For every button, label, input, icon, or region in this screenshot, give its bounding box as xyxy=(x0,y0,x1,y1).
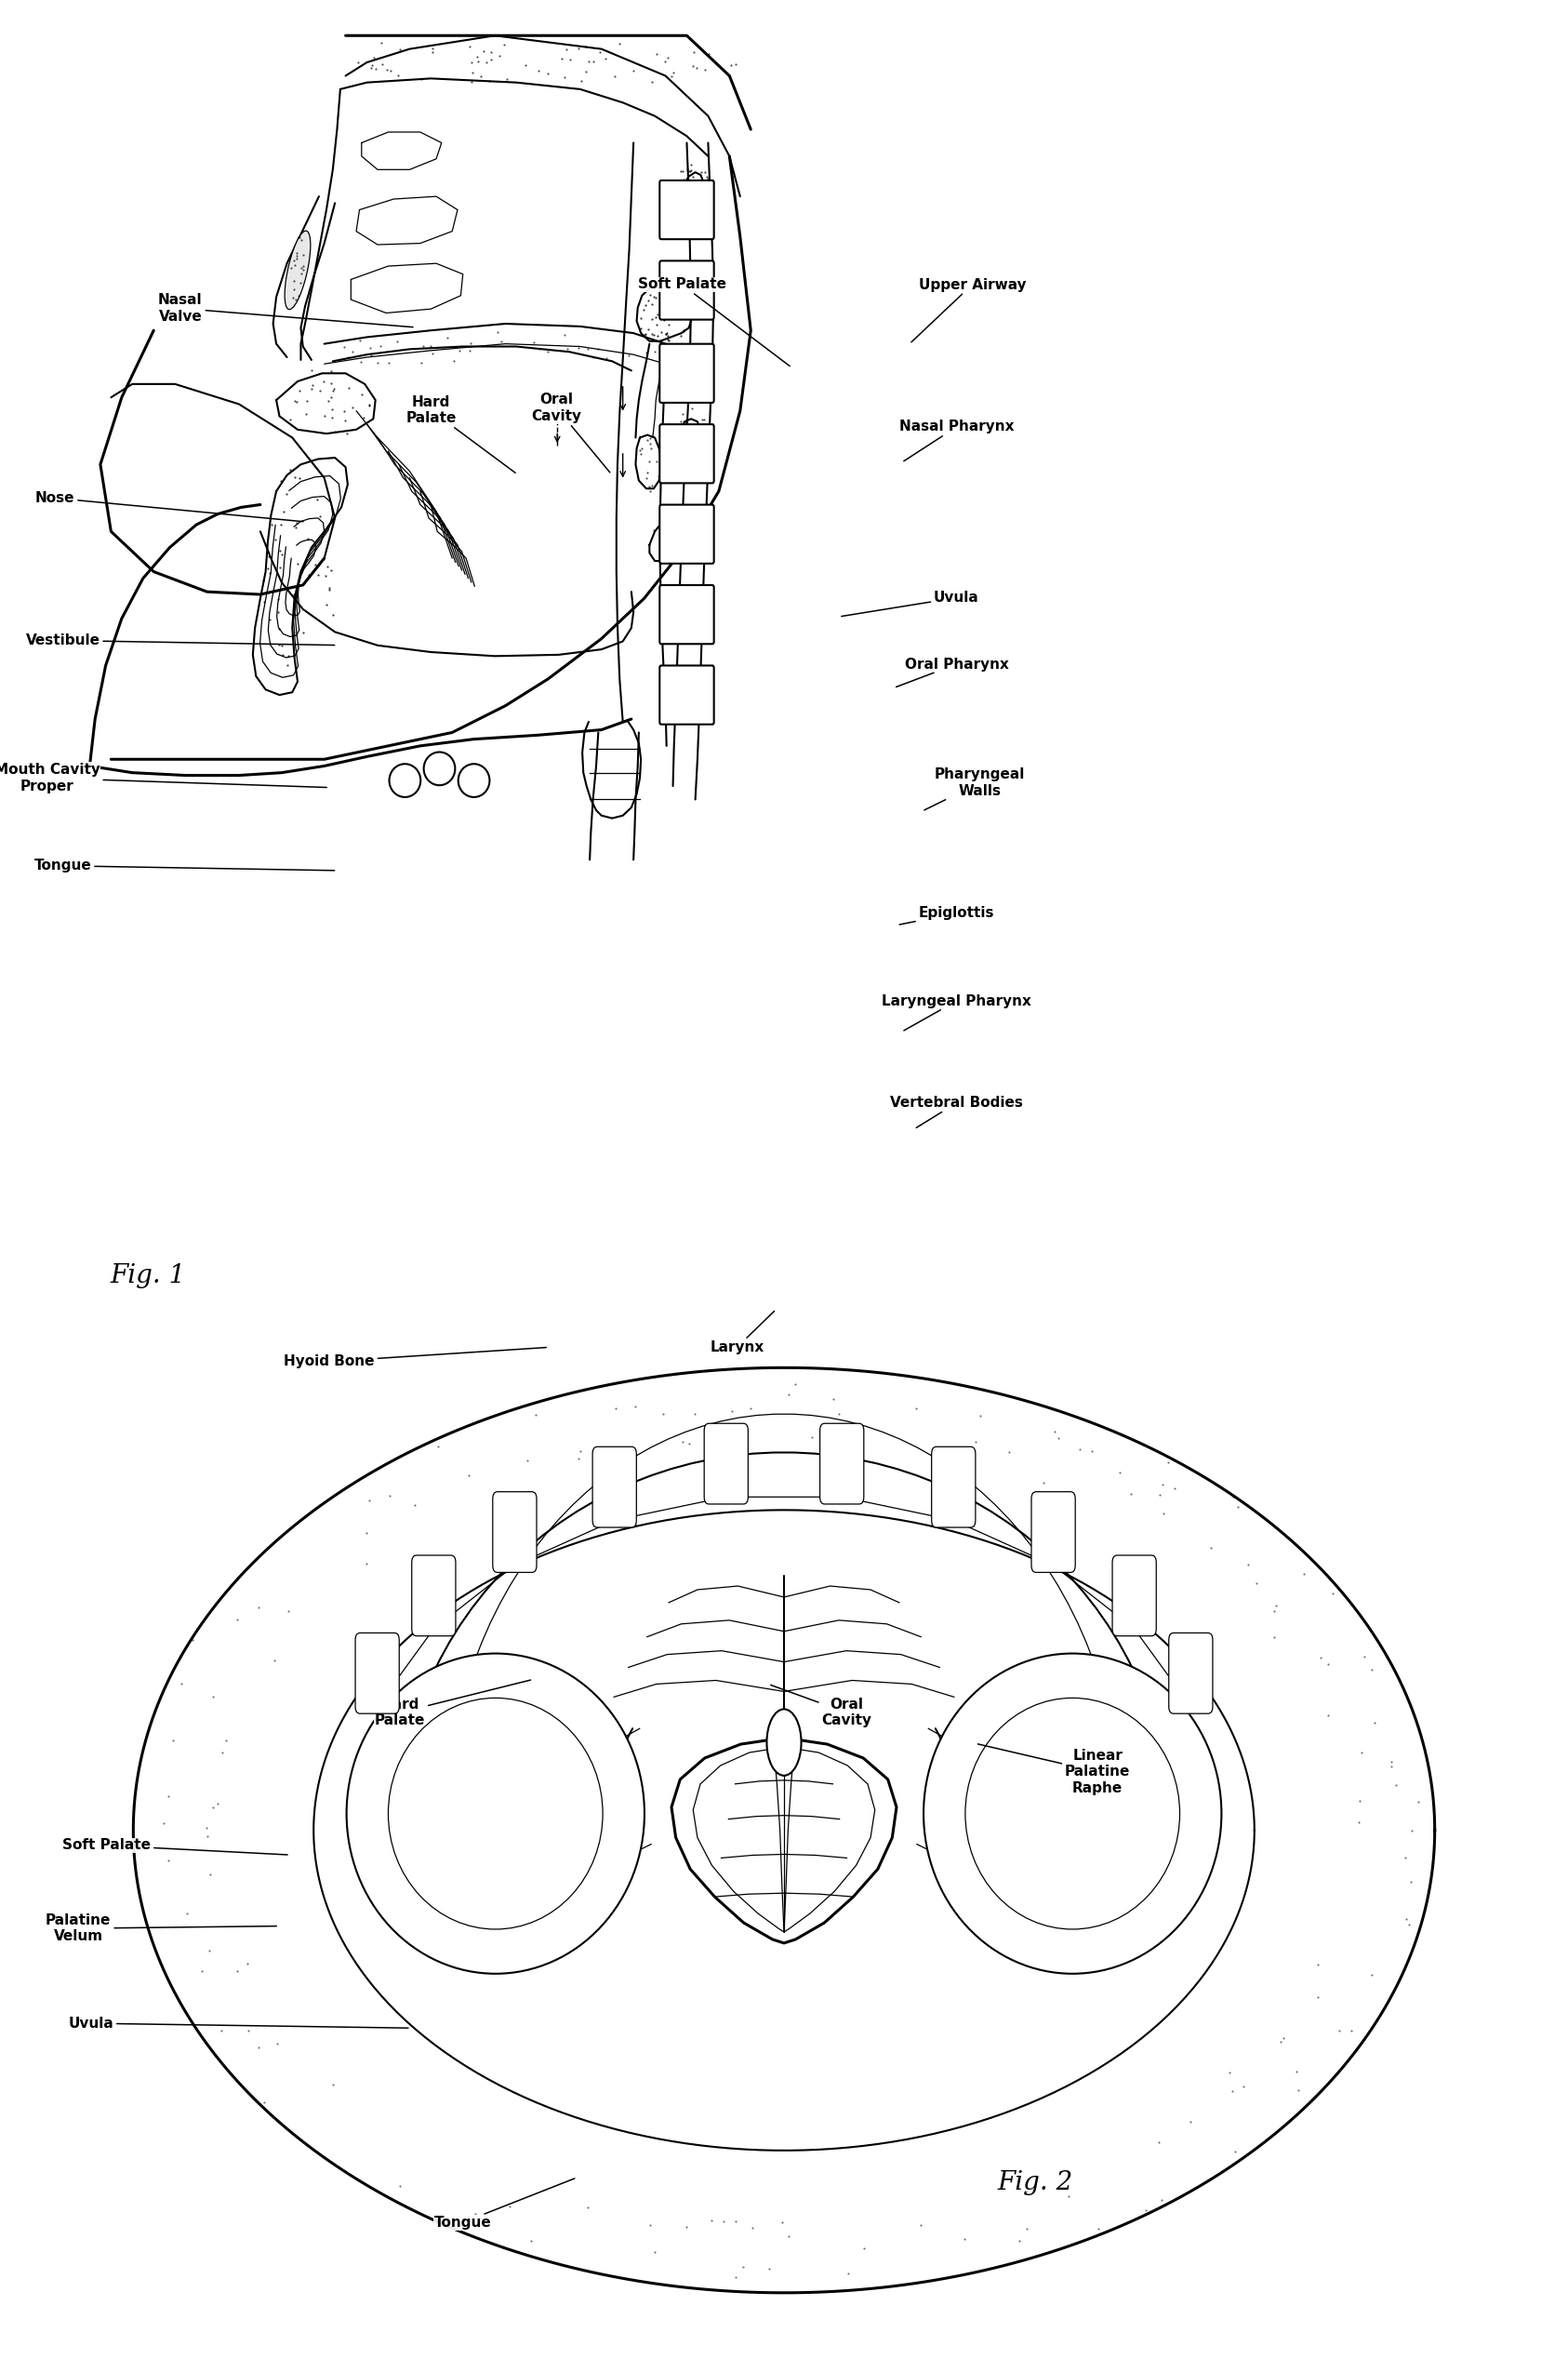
FancyBboxPatch shape xyxy=(412,1556,456,1637)
Text: Uvula: Uvula xyxy=(842,591,978,617)
FancyBboxPatch shape xyxy=(931,1447,975,1528)
Text: Soft Palate: Soft Palate xyxy=(63,1838,287,1855)
Ellipse shape xyxy=(389,764,420,797)
Text: Larynx: Larynx xyxy=(710,1312,775,1354)
Text: Vestibule: Vestibule xyxy=(25,633,334,648)
FancyBboxPatch shape xyxy=(492,1492,536,1573)
Text: Oral
Cavity: Oral Cavity xyxy=(532,394,610,472)
Text: Mouth Cavity
Proper: Mouth Cavity Proper xyxy=(0,764,326,792)
FancyBboxPatch shape xyxy=(704,1423,748,1504)
FancyBboxPatch shape xyxy=(660,505,713,565)
FancyBboxPatch shape xyxy=(356,1632,400,1713)
FancyBboxPatch shape xyxy=(593,1447,637,1528)
Ellipse shape xyxy=(423,752,455,785)
Text: Palatine
Velum: Palatine Velum xyxy=(45,1914,276,1943)
Text: Laryngeal Pharynx: Laryngeal Pharynx xyxy=(881,994,1032,1029)
Text: Soft Palate: Soft Palate xyxy=(638,278,790,365)
FancyBboxPatch shape xyxy=(660,425,713,484)
Text: Hyoid Bone: Hyoid Bone xyxy=(284,1347,546,1369)
FancyBboxPatch shape xyxy=(820,1423,864,1504)
Text: Pharyngeal
Walls: Pharyngeal Walls xyxy=(924,769,1025,811)
Ellipse shape xyxy=(458,764,489,797)
Text: Linear
Palatine
Raphe: Linear Palatine Raphe xyxy=(978,1743,1131,1796)
Text: Fig. 1: Fig. 1 xyxy=(110,1264,185,1288)
Ellipse shape xyxy=(285,230,310,308)
FancyBboxPatch shape xyxy=(1168,1632,1212,1713)
Text: Tongue: Tongue xyxy=(34,859,334,873)
Text: Oral
Cavity: Oral Cavity xyxy=(771,1684,872,1727)
Text: Uvula: Uvula xyxy=(69,2016,408,2030)
FancyBboxPatch shape xyxy=(660,667,713,723)
FancyBboxPatch shape xyxy=(660,586,713,643)
Text: Fig. 2: Fig. 2 xyxy=(997,2170,1073,2194)
FancyBboxPatch shape xyxy=(1112,1556,1156,1637)
Text: Oral Pharynx: Oral Pharynx xyxy=(897,657,1008,688)
Text: Hard
Palate: Hard Palate xyxy=(375,1679,530,1727)
Text: Epiglottis: Epiglottis xyxy=(900,906,994,925)
Text: Upper Airway: Upper Airway xyxy=(911,278,1025,342)
FancyBboxPatch shape xyxy=(660,180,713,240)
FancyBboxPatch shape xyxy=(660,344,713,403)
Text: Nasal
Valve: Nasal Valve xyxy=(158,294,412,327)
Text: Hard
Palate: Hard Palate xyxy=(406,396,516,472)
Text: Nose: Nose xyxy=(34,491,303,522)
FancyBboxPatch shape xyxy=(660,261,713,320)
Text: Nasal Pharynx: Nasal Pharynx xyxy=(898,420,1014,460)
Ellipse shape xyxy=(924,1653,1221,1974)
FancyBboxPatch shape xyxy=(1032,1492,1076,1573)
Text: Tongue: Tongue xyxy=(434,2177,574,2230)
Ellipse shape xyxy=(347,1653,644,1974)
Ellipse shape xyxy=(767,1710,801,1777)
Text: Vertebral Bodies: Vertebral Bodies xyxy=(891,1096,1022,1127)
